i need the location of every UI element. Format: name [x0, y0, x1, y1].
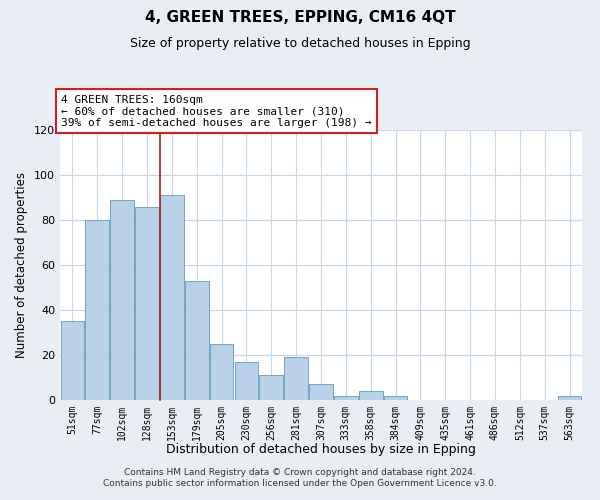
- Bar: [558, 396, 581, 400]
- Text: Size of property relative to detached houses in Epping: Size of property relative to detached ho…: [130, 38, 470, 51]
- Bar: [135, 206, 159, 400]
- Text: 4, GREEN TREES, EPPING, CM16 4QT: 4, GREEN TREES, EPPING, CM16 4QT: [145, 10, 455, 25]
- Bar: [259, 375, 283, 400]
- Text: 4 GREEN TREES: 160sqm
← 60% of detached houses are smaller (310)
39% of semi-det: 4 GREEN TREES: 160sqm ← 60% of detached …: [61, 94, 372, 128]
- Bar: [110, 200, 134, 400]
- Bar: [61, 322, 84, 400]
- Bar: [359, 391, 383, 400]
- Bar: [309, 384, 333, 400]
- Bar: [384, 396, 407, 400]
- Text: Contains HM Land Registry data © Crown copyright and database right 2024.
Contai: Contains HM Land Registry data © Crown c…: [103, 468, 497, 487]
- Text: Distribution of detached houses by size in Epping: Distribution of detached houses by size …: [166, 442, 476, 456]
- Bar: [284, 357, 308, 400]
- Bar: [235, 362, 258, 400]
- Bar: [160, 195, 184, 400]
- Y-axis label: Number of detached properties: Number of detached properties: [16, 172, 28, 358]
- Bar: [85, 220, 109, 400]
- Bar: [185, 281, 209, 400]
- Bar: [210, 344, 233, 400]
- Bar: [334, 396, 358, 400]
